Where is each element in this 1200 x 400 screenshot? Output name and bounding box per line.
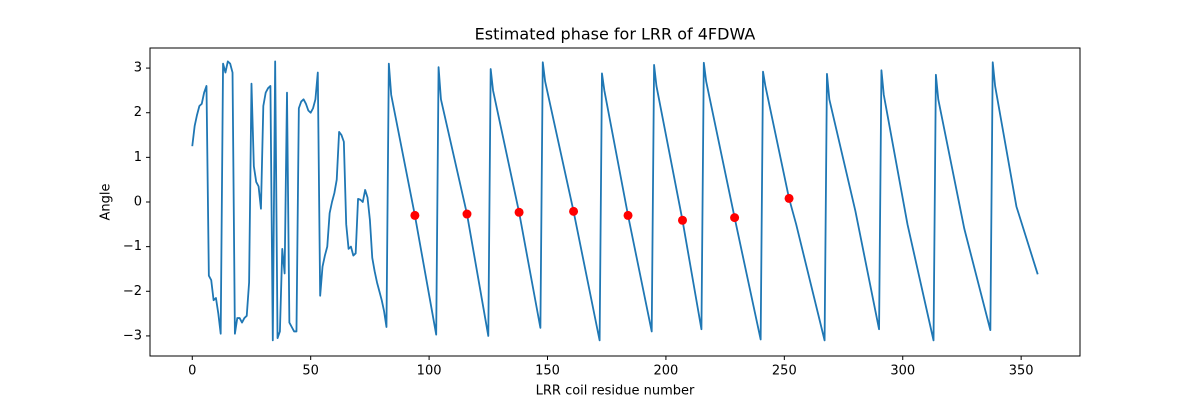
data-point (730, 213, 740, 223)
plot-frame (149, 47, 1081, 357)
y-tick-label: −3 (123, 328, 142, 343)
data-line (191, 60, 1039, 342)
data-point (410, 210, 420, 220)
x-tick-label: 50 (302, 364, 319, 379)
y-tick-label: −1 (123, 239, 142, 254)
x-tick-label: 200 (654, 364, 679, 379)
x-tick-label: 100 (417, 364, 442, 379)
data-point (677, 215, 687, 225)
x-tick-label: 350 (1009, 364, 1034, 379)
x-tick-label: 300 (890, 364, 915, 379)
x-axis-label: LRR coil residue number (536, 384, 695, 399)
y-tick-label: 3 (134, 61, 142, 76)
y-axis-label: Angle (99, 184, 114, 221)
chart-title: Estimated phase for LRR of 4FDWA (475, 25, 756, 44)
y-tick-label: 2 (134, 105, 142, 120)
x-tick-label: 150 (535, 364, 560, 379)
data-point (514, 207, 524, 217)
data-point (623, 210, 633, 220)
y-tick-label: 0 (134, 195, 142, 210)
y-tick-label: 1 (134, 150, 142, 165)
x-tick-label: 0 (188, 364, 196, 379)
y-tick-label: −2 (123, 284, 142, 299)
x-tick-label: 250 (772, 364, 797, 379)
data-point (784, 193, 794, 203)
data-point (569, 206, 579, 216)
data-point (462, 209, 472, 219)
